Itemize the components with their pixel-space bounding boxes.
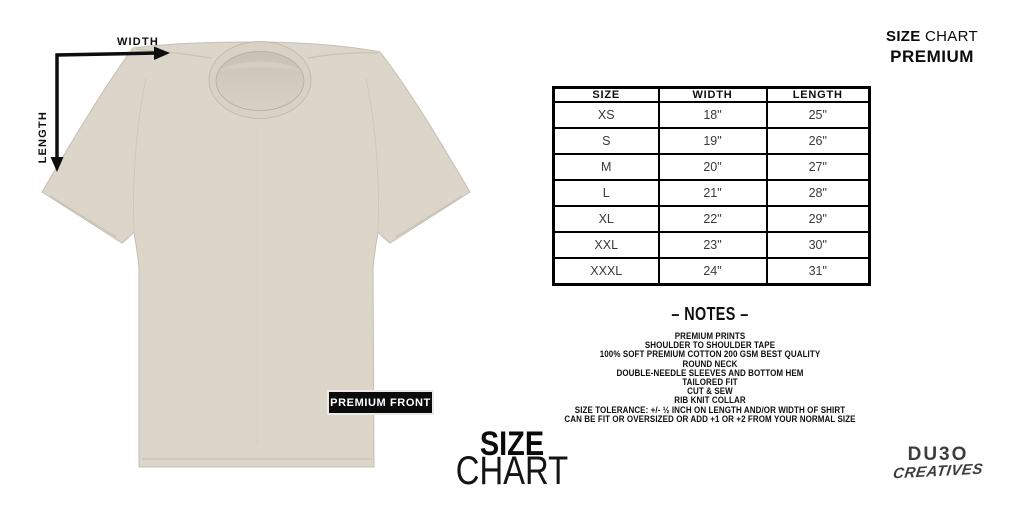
cell-length: 26" (765, 126, 871, 155)
brand-logo: DU3O CREATIVES (886, 444, 990, 483)
brand-logo-name: DU3O (907, 444, 969, 465)
brand-logo-script: CREATIVES (892, 460, 985, 483)
width-dimension-label: WIDTH (116, 36, 160, 48)
cell-length: 28" (765, 178, 871, 207)
table-row: L 21" 28" (552, 178, 871, 207)
cell-width: 20" (657, 152, 768, 181)
notes-lines: PREMIUM PRINTS SHOULDER TO SHOULDER TAPE… (564, 331, 856, 424)
cell-width: 22" (657, 204, 768, 233)
cell-size: XL (552, 204, 660, 233)
collar-back-band (218, 61, 302, 72)
dimension-arrows (50, 46, 170, 172)
table-row: XXXL 24" 31" (552, 256, 871, 286)
cell-size: S (552, 126, 660, 155)
tshirt-illustration (41, 41, 471, 468)
note-line: CUT & SEW (687, 386, 733, 397)
note-line: DOUBLE-NEEDLE SLEEVES AND BOTTOM HEM (616, 367, 804, 378)
note-line: 100% SOFT PREMIUM COTTON 200 GSM BEST QU… (599, 349, 821, 360)
cell-width: 18" (657, 101, 768, 129)
length-arrowhead (50, 157, 64, 172)
shirt-body (41, 41, 471, 468)
premium-front-badge: PREMIUM FRONT (327, 390, 434, 415)
length-dimension-label: LENGTH (37, 111, 49, 164)
note-line: TAILORED FIT (682, 377, 738, 388)
collar-opening (215, 51, 305, 111)
cell-width: 19" (657, 126, 768, 155)
note-line: RIB KNIT COLLAR (674, 395, 746, 406)
notes-section: – NOTES – PREMIUM PRINTS SHOULDER TO SHO… (540, 305, 880, 424)
note-line: PREMIUM PRINTS (674, 331, 746, 341)
width-arrowhead (154, 46, 170, 60)
table-header-row: SIZE WIDTH LENGTH (552, 86, 871, 103)
cell-size: XS (552, 101, 660, 129)
table-row: XS 18" 25" (552, 101, 871, 129)
cell-width: 23" (657, 230, 768, 259)
size-table: SIZE WIDTH LENGTH XS 18" 25" S 19" 26" M… (552, 86, 871, 286)
cell-size: L (552, 178, 660, 207)
dimension-arrow-lines (55, 51, 157, 160)
note-line: SIZE TOLERANCE: +/- ½ INCH ON LENGTH AND… (574, 404, 846, 415)
size-chart-logo: SIZE CHART (440, 425, 584, 493)
page-title: SIZE CHART (876, 28, 988, 45)
col-header-width: WIDTH (657, 86, 768, 103)
cell-length: 30" (765, 230, 871, 259)
note-line: ROUND NECK (682, 358, 738, 369)
cell-width: 24" (657, 256, 768, 286)
cell-length: 29" (765, 204, 871, 233)
page-subtitle: PREMIUM (890, 47, 974, 66)
page-title-light: CHART (925, 28, 978, 45)
cell-width: 21" (657, 178, 768, 207)
note-line: SHOULDER TO SHOULDER TAPE (644, 340, 776, 351)
notes-heading: – NOTES – (671, 304, 749, 324)
table-row: M 20" 27" (552, 152, 871, 181)
cell-length: 31" (765, 256, 871, 286)
cell-size: XXXL (552, 256, 660, 286)
table-row: XL 22" 29" (552, 204, 871, 233)
cell-size: XXL (552, 230, 660, 259)
note-line: CAN BE FIT OR OVERSIZED OR ADD +1 OR +2 … (564, 413, 856, 424)
col-header-size: SIZE (552, 86, 660, 103)
col-header-length: LENGTH (765, 86, 871, 103)
page-title-block: SIZE CHART PREMIUM (876, 28, 988, 67)
size-chart-logo-top: SIZE (479, 425, 545, 463)
cell-size: M (552, 152, 660, 181)
size-chart-logo-bottom: CHART (455, 449, 569, 493)
cell-length: 27" (765, 152, 871, 181)
cell-length: 25" (765, 101, 871, 129)
table-row: XXL 23" 30" (552, 230, 871, 259)
table-row: S 19" 26" (552, 126, 871, 155)
page-title-bold: SIZE (886, 28, 921, 45)
shirt-seam-lines (49, 48, 463, 460)
